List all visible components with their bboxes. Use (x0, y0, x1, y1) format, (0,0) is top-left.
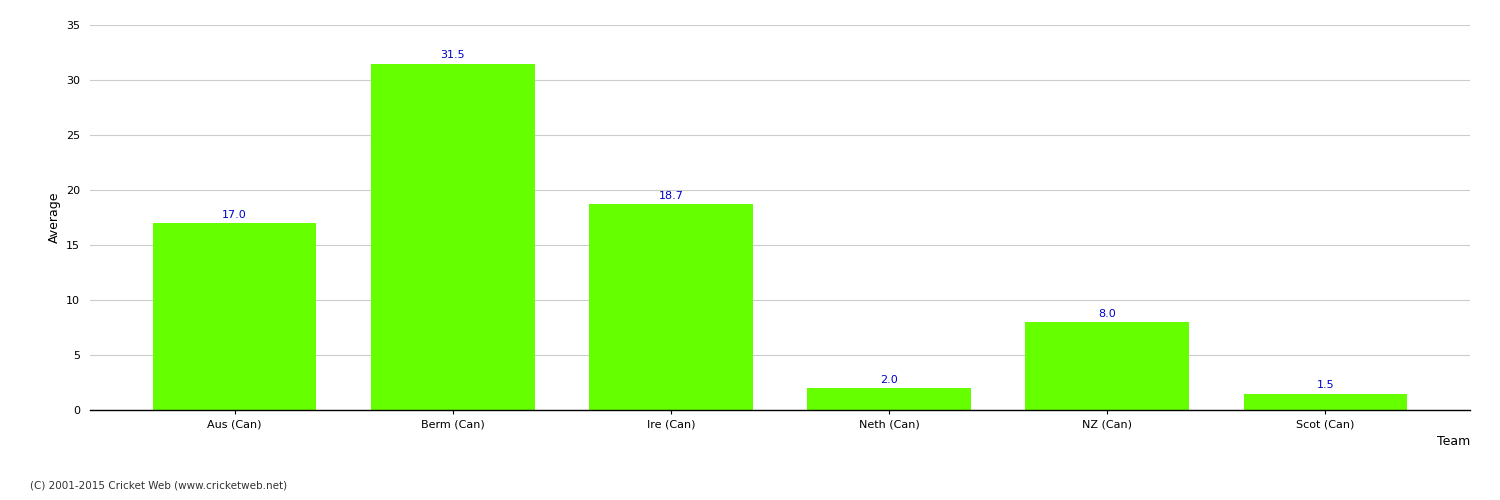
Text: 2.0: 2.0 (880, 374, 898, 384)
Bar (370, 64, 534, 410)
Bar (1026, 322, 1190, 410)
Text: (C) 2001-2015 Cricket Web (www.cricketweb.net): (C) 2001-2015 Cricket Web (www.cricketwe… (30, 480, 286, 490)
Y-axis label: Average: Average (48, 192, 60, 244)
Bar (153, 223, 316, 410)
Text: 18.7: 18.7 (658, 191, 684, 201)
Text: 8.0: 8.0 (1098, 308, 1116, 318)
Text: 17.0: 17.0 (222, 210, 248, 220)
Bar (590, 204, 753, 410)
Bar (1244, 394, 1407, 410)
Text: 31.5: 31.5 (441, 50, 465, 60)
X-axis label: Team: Team (1437, 434, 1470, 448)
Bar (807, 388, 970, 410)
Text: 1.5: 1.5 (1317, 380, 1335, 390)
